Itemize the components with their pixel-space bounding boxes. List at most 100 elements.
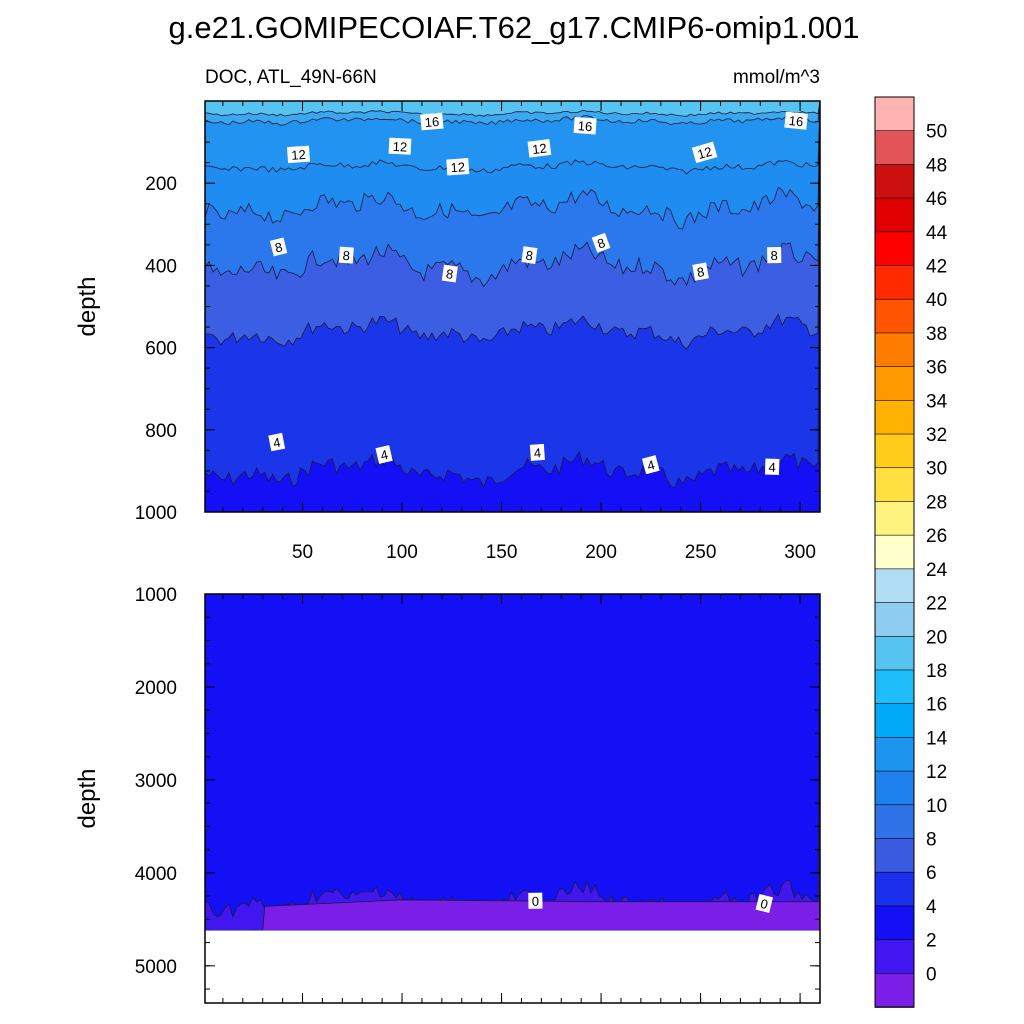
colorbar-label: 16 bbox=[926, 695, 947, 716]
contour-label: 0 bbox=[755, 894, 774, 913]
colorbar-label: 10 bbox=[926, 796, 947, 817]
colorbar-label: 8 bbox=[926, 830, 937, 851]
colorbar-label: 22 bbox=[926, 594, 947, 615]
contour-label-text: 8 bbox=[273, 239, 284, 255]
colorbar-label: 36 bbox=[926, 358, 947, 379]
contour-label-box bbox=[521, 246, 538, 264]
y-tick-label: 200 bbox=[145, 174, 177, 195]
band-fill-2 bbox=[205, 594, 820, 921]
colorbar-swatch bbox=[874, 972, 915, 1008]
contour-label: 12 bbox=[286, 145, 311, 164]
colorbar-swatch bbox=[874, 130, 915, 166]
x-tick-label: 100 bbox=[386, 542, 418, 563]
subtitle-variable-region: DOC, ATL_49N-66N bbox=[205, 67, 377, 88]
contour-label: 4 bbox=[529, 443, 545, 461]
y-tick-label: 1000 bbox=[135, 503, 177, 524]
contour-label-text: 4 bbox=[272, 435, 282, 451]
colorbar-label: 32 bbox=[926, 425, 947, 446]
colorbar-label: 34 bbox=[926, 391, 948, 412]
subtitle-units: mmol/m^3 bbox=[733, 67, 820, 88]
contour-label: 8 bbox=[441, 264, 458, 283]
colorbar-swatch bbox=[874, 939, 915, 975]
contour-label: 8 bbox=[692, 262, 709, 281]
colorbar-swatch bbox=[874, 635, 915, 671]
contour-label-box bbox=[529, 443, 545, 461]
contour-label: 8 bbox=[521, 246, 538, 264]
y-axis-label: depth bbox=[74, 276, 101, 336]
y-tick-label: 5000 bbox=[135, 957, 177, 978]
main-title: g.e21.GOMIPECOIAF.T62_g17.CMIP6-omip1.00… bbox=[169, 10, 860, 45]
colorbar-swatch bbox=[874, 669, 915, 705]
contour-label: 8 bbox=[767, 246, 782, 264]
contour-label-box bbox=[338, 246, 354, 264]
contour-label-box bbox=[764, 458, 780, 476]
colorbar-swatch bbox=[874, 96, 915, 132]
contour-label: 12 bbox=[388, 137, 412, 155]
colorbar-swatch bbox=[874, 501, 915, 536]
colorbar-label: 50 bbox=[926, 122, 947, 143]
contour-label-text: 8 bbox=[525, 248, 534, 264]
contour-label: 12 bbox=[691, 141, 718, 164]
colorbar-swatch bbox=[874, 332, 915, 368]
colorbar-swatch bbox=[874, 602, 915, 638]
x-tick-label: 250 bbox=[685, 542, 717, 563]
contour-label-text: 12 bbox=[450, 159, 465, 175]
colorbar-label: 38 bbox=[926, 324, 947, 345]
colorbar-swatch bbox=[874, 366, 915, 402]
contour-label-box bbox=[269, 237, 288, 257]
contour-label-box bbox=[591, 232, 611, 253]
band-fill-negative bbox=[205, 899, 820, 931]
contour-label-box bbox=[420, 112, 444, 131]
colorbar-label: 6 bbox=[926, 863, 937, 884]
contour-label-box bbox=[755, 894, 774, 913]
contour-label-text: 12 bbox=[531, 140, 547, 157]
y-tick-label: 400 bbox=[145, 256, 177, 277]
colorbar-label: 46 bbox=[926, 189, 947, 210]
contour-fills bbox=[205, 101, 820, 512]
colorbar-label: 28 bbox=[926, 492, 947, 513]
colorbar-label: 14 bbox=[926, 728, 948, 749]
contour-label: 16 bbox=[784, 111, 808, 130]
colorbar-swatch bbox=[874, 838, 915, 873]
contour-label: 12 bbox=[527, 139, 552, 158]
colorbar-swatch bbox=[874, 770, 915, 806]
contour-label: 16 bbox=[420, 112, 444, 131]
y-tick-label: 600 bbox=[145, 339, 177, 360]
contour-fills bbox=[205, 594, 820, 931]
contour-label: 12 bbox=[446, 158, 470, 176]
contour-label-text: 12 bbox=[291, 147, 306, 163]
colorbar-swatch bbox=[874, 298, 915, 334]
colorbar-label: 42 bbox=[926, 257, 947, 278]
contour-label: 16 bbox=[573, 116, 597, 135]
y-tick-label: 3000 bbox=[135, 771, 177, 792]
colorbar: 5048464442403836343230282624222018161412… bbox=[874, 96, 948, 1008]
colorbar-label: 26 bbox=[926, 526, 947, 547]
colorbar-swatch bbox=[874, 197, 915, 233]
y-tick-label: 800 bbox=[145, 421, 177, 442]
contour-label-text: 16 bbox=[577, 118, 592, 134]
colorbar-swatch bbox=[874, 433, 915, 469]
y-tick-label: 2000 bbox=[135, 678, 177, 699]
contour-label-text: 4 bbox=[379, 447, 389, 463]
contour-label-box bbox=[528, 892, 543, 909]
x-tick-label: 50 bbox=[292, 542, 313, 563]
contour-label: 8 bbox=[269, 237, 288, 257]
contour-label-text: 8 bbox=[770, 248, 777, 263]
colorbar-frame bbox=[874, 96, 915, 1008]
contour-label-box bbox=[446, 158, 470, 176]
contour-label-box bbox=[691, 141, 718, 164]
contour-label: 8 bbox=[591, 232, 611, 253]
colorbar-swatch bbox=[874, 703, 915, 739]
colorbar-label: 20 bbox=[926, 627, 947, 648]
contour-label-text: 0 bbox=[759, 896, 770, 912]
colorbar-swatch bbox=[874, 265, 915, 301]
colorbar-label: 40 bbox=[926, 290, 947, 311]
contour-label-text: 16 bbox=[788, 113, 804, 129]
contour-label-box bbox=[692, 262, 709, 281]
colorbar-swatch bbox=[874, 164, 915, 199]
x-tick-label: 150 bbox=[486, 542, 518, 563]
colorbar-swatch bbox=[874, 568, 915, 604]
colorbar-swatch bbox=[874, 467, 915, 503]
colorbar-label: 0 bbox=[926, 964, 937, 985]
